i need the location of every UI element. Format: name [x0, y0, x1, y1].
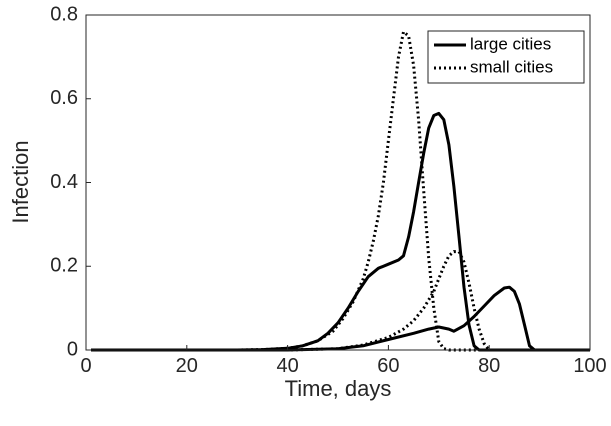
- y-tick-label: 0: [67, 338, 78, 360]
- y-tick-label: 0.2: [50, 255, 78, 277]
- y-tick-label: 0.4: [50, 171, 78, 193]
- legend-box: [427, 30, 585, 84]
- series-line-small-cities-2: [91, 30, 590, 352]
- y-tick-label: 0.8: [50, 3, 78, 25]
- y-tick-label: 0.6: [50, 87, 78, 109]
- x-tick-label: 60: [377, 355, 399, 377]
- series-line-small-cities-3: [91, 250, 590, 352]
- x-tick-label: 0: [80, 355, 91, 377]
- x-axis-label: Time, days: [285, 376, 392, 401]
- x-tick-label: 20: [176, 355, 198, 377]
- legend: large cities small cities: [427, 30, 585, 84]
- legend-label-large-cities: large cities: [470, 34, 551, 53]
- ticks-layer: 0 20 40 60 80 100 0 0.2 0.4 0.6 0.8: [50, 3, 607, 377]
- x-tick-label: 100: [573, 355, 606, 377]
- x-tick-label: 40: [276, 355, 298, 377]
- legend-label-small-cities: small cities: [470, 57, 553, 76]
- series-line-large-cities-0: [91, 111, 590, 352]
- series-layer: [91, 30, 590, 352]
- x-tick-label: 80: [478, 355, 500, 377]
- y-axis-label: Infection: [8, 140, 33, 223]
